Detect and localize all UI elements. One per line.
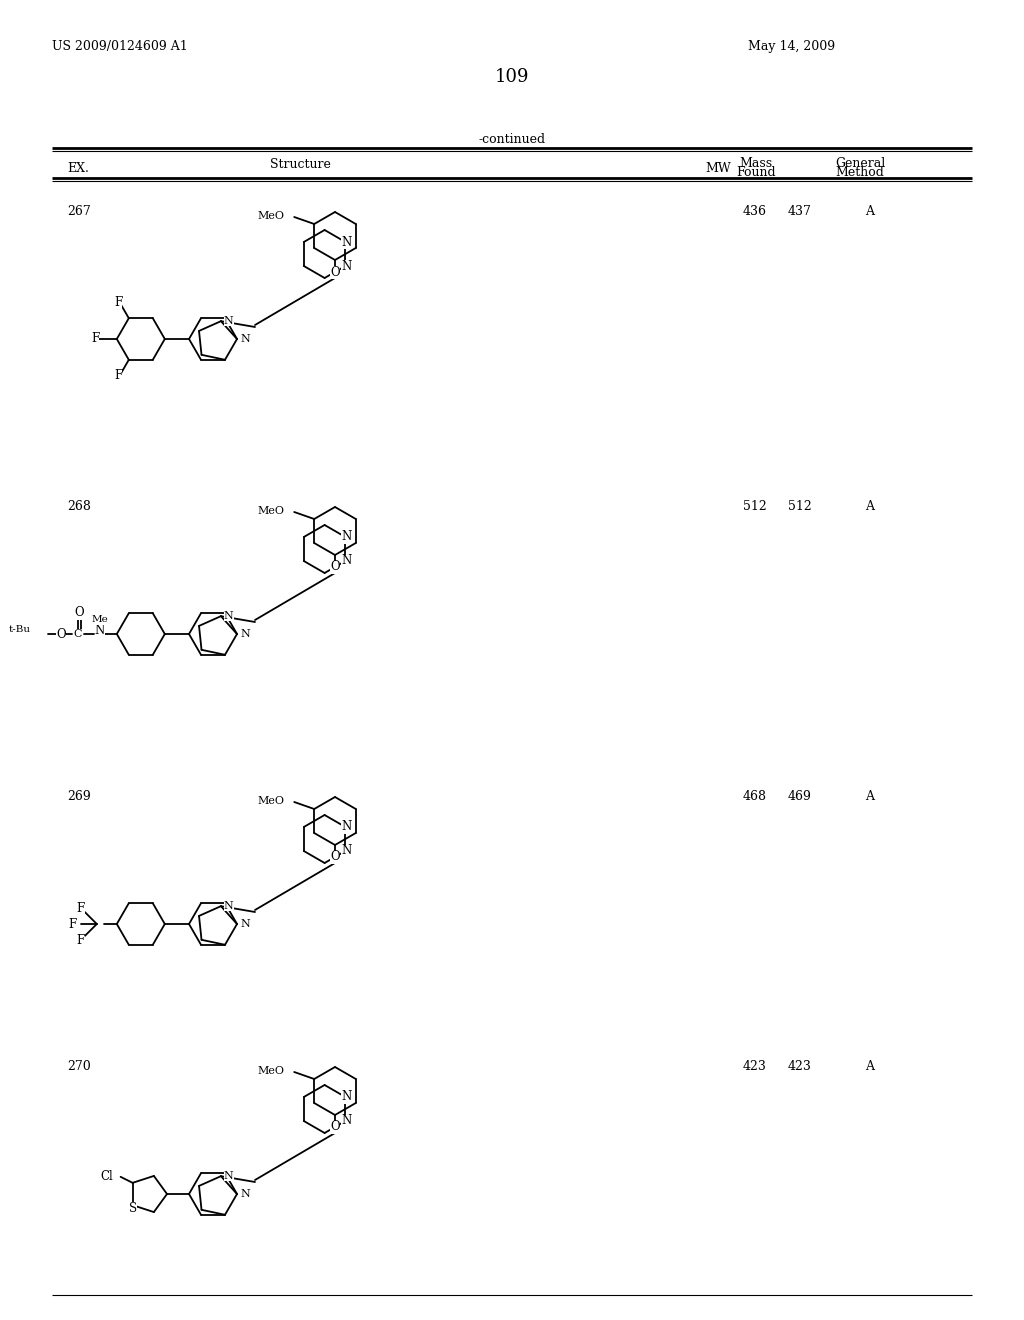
Text: N: N [240,630,250,639]
Text: N: N [224,611,233,622]
Text: 512: 512 [743,500,767,513]
Text: N: N [94,623,104,636]
Text: 436: 436 [743,205,767,218]
Text: F: F [91,333,99,346]
Text: N: N [341,821,351,833]
Text: General: General [835,157,885,170]
Text: 268: 268 [67,500,91,513]
Text: Cl: Cl [100,1171,113,1183]
Text: N: N [224,902,233,911]
Text: S: S [129,1201,136,1214]
Text: 109: 109 [495,69,529,86]
Text: 468: 468 [743,789,767,803]
Text: Method: Method [836,166,885,180]
Text: t-Bu: t-Bu [9,626,31,635]
Text: A: A [865,205,874,218]
Text: 423: 423 [788,1060,812,1073]
Text: F: F [77,902,85,915]
Text: N: N [341,845,351,858]
Text: O: O [74,606,84,619]
Text: N: N [224,1171,233,1181]
Text: O: O [330,1121,340,1134]
Text: EX.: EX. [67,162,89,176]
Text: F: F [114,368,122,381]
Text: -continued: -continued [478,133,546,147]
Text: Found: Found [736,166,776,180]
Text: N: N [224,317,233,326]
Text: F: F [69,917,77,931]
Text: N: N [341,260,351,272]
Text: N: N [341,1114,351,1127]
Text: 469: 469 [788,789,812,803]
Text: 267: 267 [67,205,91,218]
Text: N: N [240,1189,250,1199]
Text: Me: Me [91,615,109,624]
Text: O: O [330,561,340,573]
Text: A: A [865,789,874,803]
Text: MeO: MeO [257,211,285,220]
Text: N: N [240,919,250,929]
Text: 437: 437 [788,205,812,218]
Text: O: O [330,850,340,863]
Text: MeO: MeO [257,506,285,516]
Text: A: A [865,500,874,513]
Text: F: F [114,296,122,309]
Text: N: N [341,235,351,248]
Text: A: A [865,1060,874,1073]
Text: MW: MW [706,162,731,176]
Text: F: F [77,933,85,946]
Text: N: N [341,1090,351,1104]
Text: Mass: Mass [739,157,772,170]
Text: May 14, 2009: May 14, 2009 [748,40,836,53]
Text: N: N [240,334,250,345]
Text: 512: 512 [788,500,812,513]
Text: 269: 269 [67,789,91,803]
Text: MeO: MeO [257,1067,285,1076]
Text: 423: 423 [743,1060,767,1073]
Text: MeO: MeO [257,796,285,807]
Text: N: N [341,554,351,568]
Text: N: N [341,531,351,544]
Text: O: O [56,627,66,640]
Text: C: C [74,630,82,639]
Text: US 2009/0124609 A1: US 2009/0124609 A1 [52,40,187,53]
Text: 270: 270 [67,1060,91,1073]
Text: O: O [330,265,340,279]
Text: Structure: Structure [269,158,331,172]
